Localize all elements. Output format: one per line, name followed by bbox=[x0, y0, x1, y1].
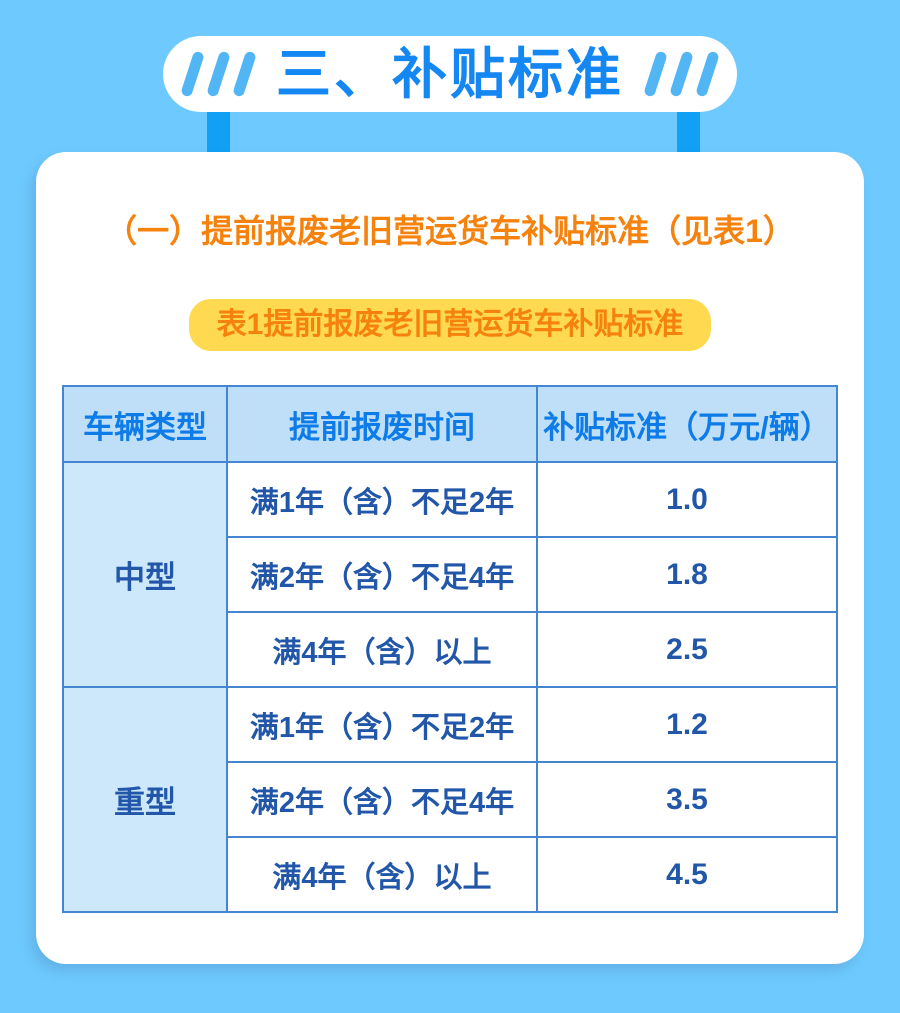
tick-icon bbox=[695, 50, 720, 98]
amount-cell: 1.0 bbox=[536, 461, 838, 539]
period-cell: 满2年（含）不足4年 bbox=[226, 761, 538, 839]
table-row: 满4年（含）以上 4.5 bbox=[63, 836, 838, 914]
tick-icon bbox=[669, 50, 694, 98]
header-leg-right bbox=[677, 108, 700, 156]
tick-icon bbox=[232, 50, 257, 98]
page-title: 三、补贴标准 bbox=[275, 42, 624, 105]
tick-icon bbox=[180, 50, 205, 98]
period-cell: 满1年（含）不足2年 bbox=[226, 686, 538, 764]
section-heading: （一）提前报废老旧营运货车补贴标准（见表1） bbox=[105, 213, 795, 249]
vehicle-type-cell-heavy: 重型 bbox=[62, 686, 228, 914]
period-cell: 满1年（含）不足2年 bbox=[226, 461, 538, 539]
right-ticks-icon bbox=[643, 50, 720, 98]
vehicle-type-cell-medium: 中型 bbox=[62, 461, 228, 689]
amount-cell: 1.2 bbox=[536, 686, 838, 764]
subsidy-table: 车辆类型 提前报废时间 补贴标准（万元/辆） 中型 满1年（含）不足2年 1.0… bbox=[62, 385, 838, 914]
col-header-subsidy-standard: 补贴标准（万元/辆） bbox=[536, 385, 838, 464]
left-ticks-icon bbox=[180, 50, 257, 98]
period-cell: 满4年（含）以上 bbox=[226, 836, 538, 914]
amount-cell: 3.5 bbox=[536, 761, 838, 839]
table-caption-badge: 表1提前报废老旧营运货车补贴标准 bbox=[188, 299, 712, 352]
table-row: 满2年（含）不足4年 3.5 bbox=[63, 761, 838, 839]
table-row: 中型 满1年（含）不足2年 1.0 bbox=[62, 461, 838, 689]
period-cell: 满2年（含）不足4年 bbox=[226, 536, 538, 614]
table-header-row: 车辆类型 提前报废时间 补贴标准（万元/辆） bbox=[62, 385, 838, 464]
amount-cell: 4.5 bbox=[536, 836, 838, 914]
content-card: （一）提前报废老旧营运货车补贴标准（见表1） 表1提前报废老旧营运货车补贴标准 … bbox=[36, 152, 864, 964]
header-pill: 三、补贴标准 bbox=[163, 36, 737, 112]
table-row: 满4年（含）以上 2.5 bbox=[63, 611, 838, 689]
header-leg-left bbox=[207, 108, 230, 156]
tick-icon bbox=[206, 50, 231, 98]
col-header-scrap-time: 提前报废时间 bbox=[226, 385, 538, 464]
period-cell: 满4年（含）以上 bbox=[226, 611, 538, 689]
tick-icon bbox=[643, 50, 668, 98]
col-header-vehicle-type: 车辆类型 bbox=[62, 385, 228, 464]
amount-cell: 1.8 bbox=[536, 536, 838, 614]
table-row: 重型 满1年（含）不足2年 1.2 bbox=[62, 686, 838, 914]
amount-cell: 2.5 bbox=[536, 611, 838, 689]
table-row: 满2年（含）不足4年 1.8 bbox=[63, 536, 838, 614]
